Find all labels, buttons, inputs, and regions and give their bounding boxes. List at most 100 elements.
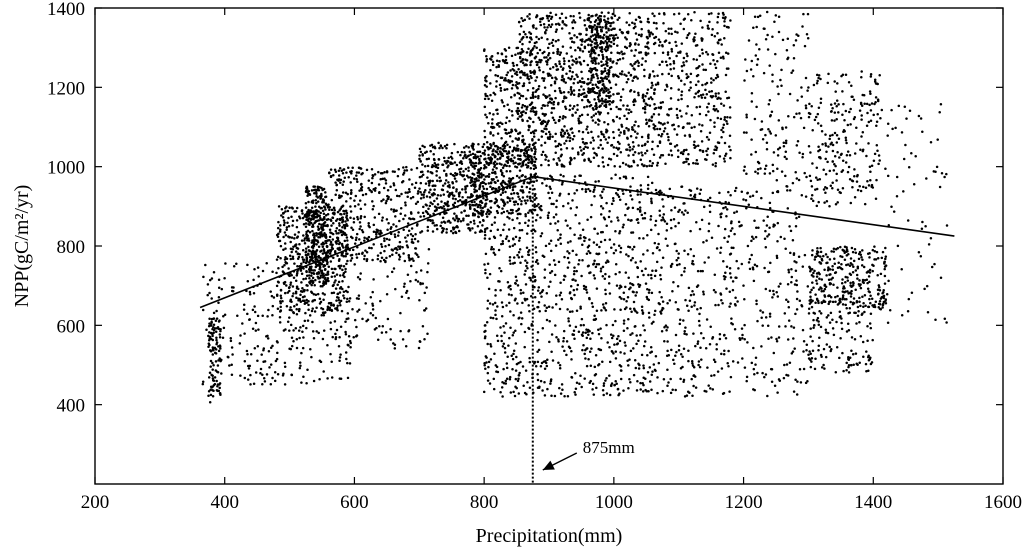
data-point <box>585 141 588 145</box>
data-point <box>484 166 488 169</box>
data-point <box>364 302 367 305</box>
data-point <box>578 11 581 15</box>
data-point <box>595 25 599 29</box>
data-point <box>579 305 582 308</box>
data-point <box>330 360 333 364</box>
data-point <box>549 222 552 226</box>
data-point <box>209 324 213 327</box>
data-point <box>512 352 515 356</box>
data-point <box>600 309 603 312</box>
data-point <box>499 89 503 92</box>
data-point <box>517 163 520 166</box>
data-point <box>337 345 341 348</box>
data-point <box>511 140 514 143</box>
data-point <box>431 230 435 233</box>
data-point <box>398 247 402 251</box>
data-point <box>603 277 607 280</box>
data-point <box>281 374 285 377</box>
data-point <box>287 216 290 220</box>
data-point <box>642 237 645 240</box>
data-point <box>387 221 390 225</box>
data-point <box>402 252 405 255</box>
data-point <box>591 14 594 18</box>
data-point <box>300 209 304 213</box>
data-point <box>546 387 549 391</box>
data-point <box>406 273 410 276</box>
data-point <box>348 362 352 365</box>
data-point <box>436 163 440 166</box>
data-point <box>638 210 642 213</box>
data-point <box>547 54 550 57</box>
data-point <box>516 253 519 257</box>
data-point <box>618 177 622 180</box>
data-point <box>485 60 488 63</box>
data-point <box>409 264 413 268</box>
data-point <box>639 260 642 263</box>
data-point <box>513 394 517 398</box>
data-point <box>547 211 551 215</box>
data-point <box>603 121 606 124</box>
data-point <box>504 49 508 52</box>
data-point <box>633 130 637 133</box>
data-point <box>580 333 584 337</box>
data-point <box>552 202 555 206</box>
data-point <box>526 88 530 92</box>
data-point <box>341 230 345 234</box>
data-point <box>618 392 621 395</box>
data-point <box>432 191 435 195</box>
data-point <box>369 296 373 299</box>
data-point <box>405 165 408 169</box>
data-point <box>449 229 453 233</box>
data-point <box>301 295 305 299</box>
data-point <box>365 250 369 254</box>
data-point <box>389 227 392 230</box>
data-point <box>476 205 480 209</box>
data-point <box>555 336 558 339</box>
data-point <box>422 205 425 209</box>
data-point <box>376 257 380 261</box>
data-point <box>647 133 650 137</box>
data-point <box>201 382 205 386</box>
data-point <box>599 89 602 92</box>
data-point <box>500 386 504 389</box>
data-point <box>476 224 480 228</box>
data-point <box>418 154 421 157</box>
data-point <box>525 246 529 249</box>
data-point <box>511 188 515 192</box>
data-point <box>336 217 339 221</box>
data-point <box>248 292 252 296</box>
data-point <box>360 182 363 186</box>
data-point <box>542 23 546 26</box>
data-point <box>593 23 596 27</box>
data-point <box>599 138 603 142</box>
data-point <box>344 289 348 293</box>
data-point <box>597 263 601 266</box>
data-point <box>496 52 500 55</box>
data-point <box>308 217 311 220</box>
data-point <box>479 172 482 176</box>
data-point <box>343 275 346 279</box>
data-point <box>321 188 324 192</box>
data-point <box>719 97 722 100</box>
data-point <box>593 314 596 317</box>
data-point <box>513 299 517 302</box>
data-point <box>506 103 509 106</box>
data-point <box>577 94 580 98</box>
data-point <box>533 194 537 197</box>
data-point <box>592 190 595 193</box>
data-point <box>593 151 596 155</box>
data-point <box>507 131 511 135</box>
data-point <box>397 245 400 248</box>
data-point <box>467 223 470 226</box>
data-point <box>566 202 570 205</box>
data-point <box>596 74 599 78</box>
data-point <box>336 178 339 181</box>
data-point <box>587 37 591 41</box>
data-point <box>359 167 363 170</box>
data-point <box>554 145 558 148</box>
data-point <box>219 347 222 350</box>
data-point <box>565 353 568 357</box>
data-point <box>337 259 341 263</box>
data-point <box>516 106 520 110</box>
data-point <box>545 184 548 187</box>
